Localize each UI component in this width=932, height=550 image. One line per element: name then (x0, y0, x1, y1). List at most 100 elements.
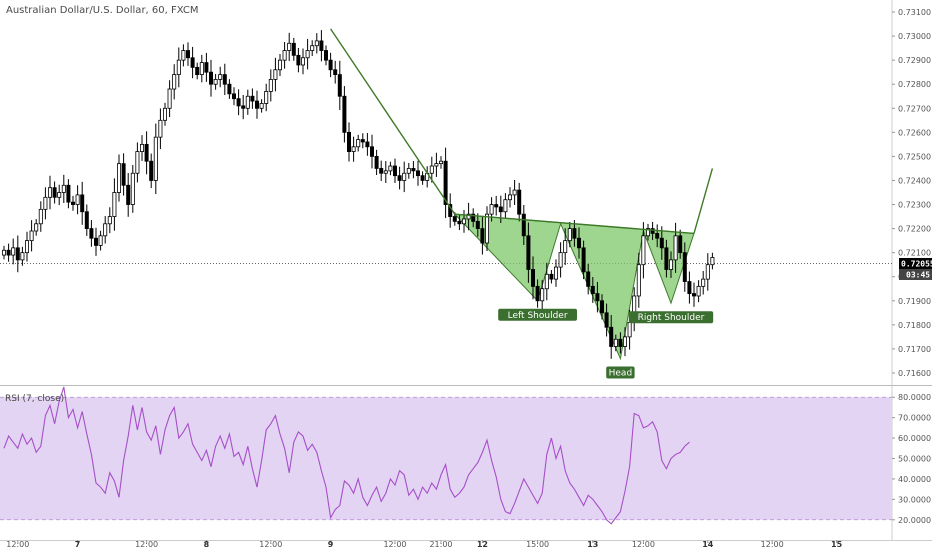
candle (641, 222, 646, 279)
rsi-tick-label: 80.0000 (898, 393, 931, 402)
candle (558, 242, 563, 278)
candle (388, 161, 393, 176)
chart-title: Australian Dollar/U.S. Dollar, 60, FXCM (6, 5, 198, 16)
candle (549, 269, 554, 284)
candle (577, 227, 582, 259)
candle (2, 245, 7, 260)
candle (107, 207, 112, 234)
candle (392, 158, 397, 184)
candle (291, 37, 296, 61)
candle (383, 161, 388, 183)
candle (581, 240, 586, 280)
candle (227, 79, 232, 99)
candle (264, 83, 269, 112)
candle (268, 69, 273, 102)
candle (346, 122, 351, 162)
candle (609, 314, 614, 359)
candle (526, 222, 531, 283)
candle (34, 219, 39, 236)
price-tick-label: 0.72200 (898, 225, 931, 234)
candle (604, 303, 609, 337)
candle (24, 231, 29, 262)
candle (531, 256, 536, 300)
svg-text:Head: Head (609, 369, 633, 379)
candle (250, 88, 255, 109)
candle (323, 45, 328, 66)
candle (402, 161, 407, 193)
candle (89, 220, 94, 247)
candle (351, 136, 356, 162)
price-tag-box (899, 257, 932, 269)
candle (195, 62, 200, 80)
time-tick-label: 15 (831, 540, 843, 549)
price-tick-label: 0.72800 (898, 80, 931, 89)
candle (117, 154, 122, 202)
candle (586, 263, 591, 295)
candle (130, 164, 135, 213)
candle (664, 239, 669, 278)
time-tick-label: 9 (328, 540, 334, 549)
candle (38, 201, 43, 232)
candle (71, 195, 76, 211)
rsi-tick-label: 60.0000 (898, 434, 931, 443)
time-tick-label: 8 (204, 540, 210, 549)
candle (300, 48, 305, 75)
candle (466, 202, 471, 231)
time-tick-label: 12:00 (6, 540, 29, 549)
price-tick-label: 0.71800 (898, 321, 931, 330)
candle (80, 181, 85, 225)
candle (204, 52, 209, 82)
candle (710, 252, 715, 270)
candle (273, 57, 278, 92)
candle (185, 42, 190, 66)
candle (554, 259, 559, 287)
candle (158, 108, 163, 150)
candle (448, 193, 453, 228)
candle (507, 187, 512, 208)
candle (48, 175, 53, 210)
pattern-label: Right Shoulder (628, 311, 714, 324)
rsi-tick-label: 70.0000 (898, 414, 931, 423)
candle (43, 187, 48, 220)
candle (517, 182, 522, 222)
candle (374, 149, 379, 176)
candle (135, 142, 140, 183)
time-axis[interactable]: 12:00 7 12:00 8 12:00 9 12:00 21:00 12 15:00 13 12:… (6, 540, 843, 549)
candle (57, 184, 62, 206)
candle (678, 229, 683, 259)
price-tick-label: 0.72300 (898, 201, 931, 210)
candle (521, 204, 526, 245)
candle (567, 222, 572, 248)
candle (218, 66, 223, 88)
candle (563, 228, 568, 266)
candle (337, 60, 342, 111)
rsi-tick-label: 50.0000 (898, 455, 931, 464)
candle (457, 215, 462, 231)
candle (162, 102, 167, 126)
candle (379, 160, 384, 182)
price-tick-label: 0.72900 (898, 56, 931, 65)
candle (236, 89, 241, 116)
rsi-title: RSI (7, close) (5, 394, 64, 404)
candle (103, 216, 108, 244)
candle (15, 235, 20, 273)
candle (310, 40, 315, 57)
candle (296, 47, 301, 73)
candle (360, 133, 365, 149)
price-tick-label: 0.72100 (898, 249, 931, 258)
price-axis[interactable]: 0.73100 0.73000 0.72900 0.72800 0.72700 0.726… (892, 8, 931, 378)
price-tick-label: 0.73000 (898, 32, 931, 41)
candle (277, 53, 282, 76)
candle (443, 147, 448, 219)
pattern-label: Left Shoulder (498, 308, 577, 321)
rsi-axis[interactable]: 80.0000 70.0000 60.0000 50.0000 40.0000 30.00… (892, 393, 931, 525)
rsi-line (3, 386, 690, 525)
candle (632, 287, 637, 332)
head-and-shoulders-pattern (453, 213, 695, 361)
candle (425, 166, 430, 188)
candle (319, 30, 324, 62)
time-tick-label: 12:00 (259, 540, 282, 549)
candle (84, 204, 89, 236)
candle (153, 123, 158, 195)
